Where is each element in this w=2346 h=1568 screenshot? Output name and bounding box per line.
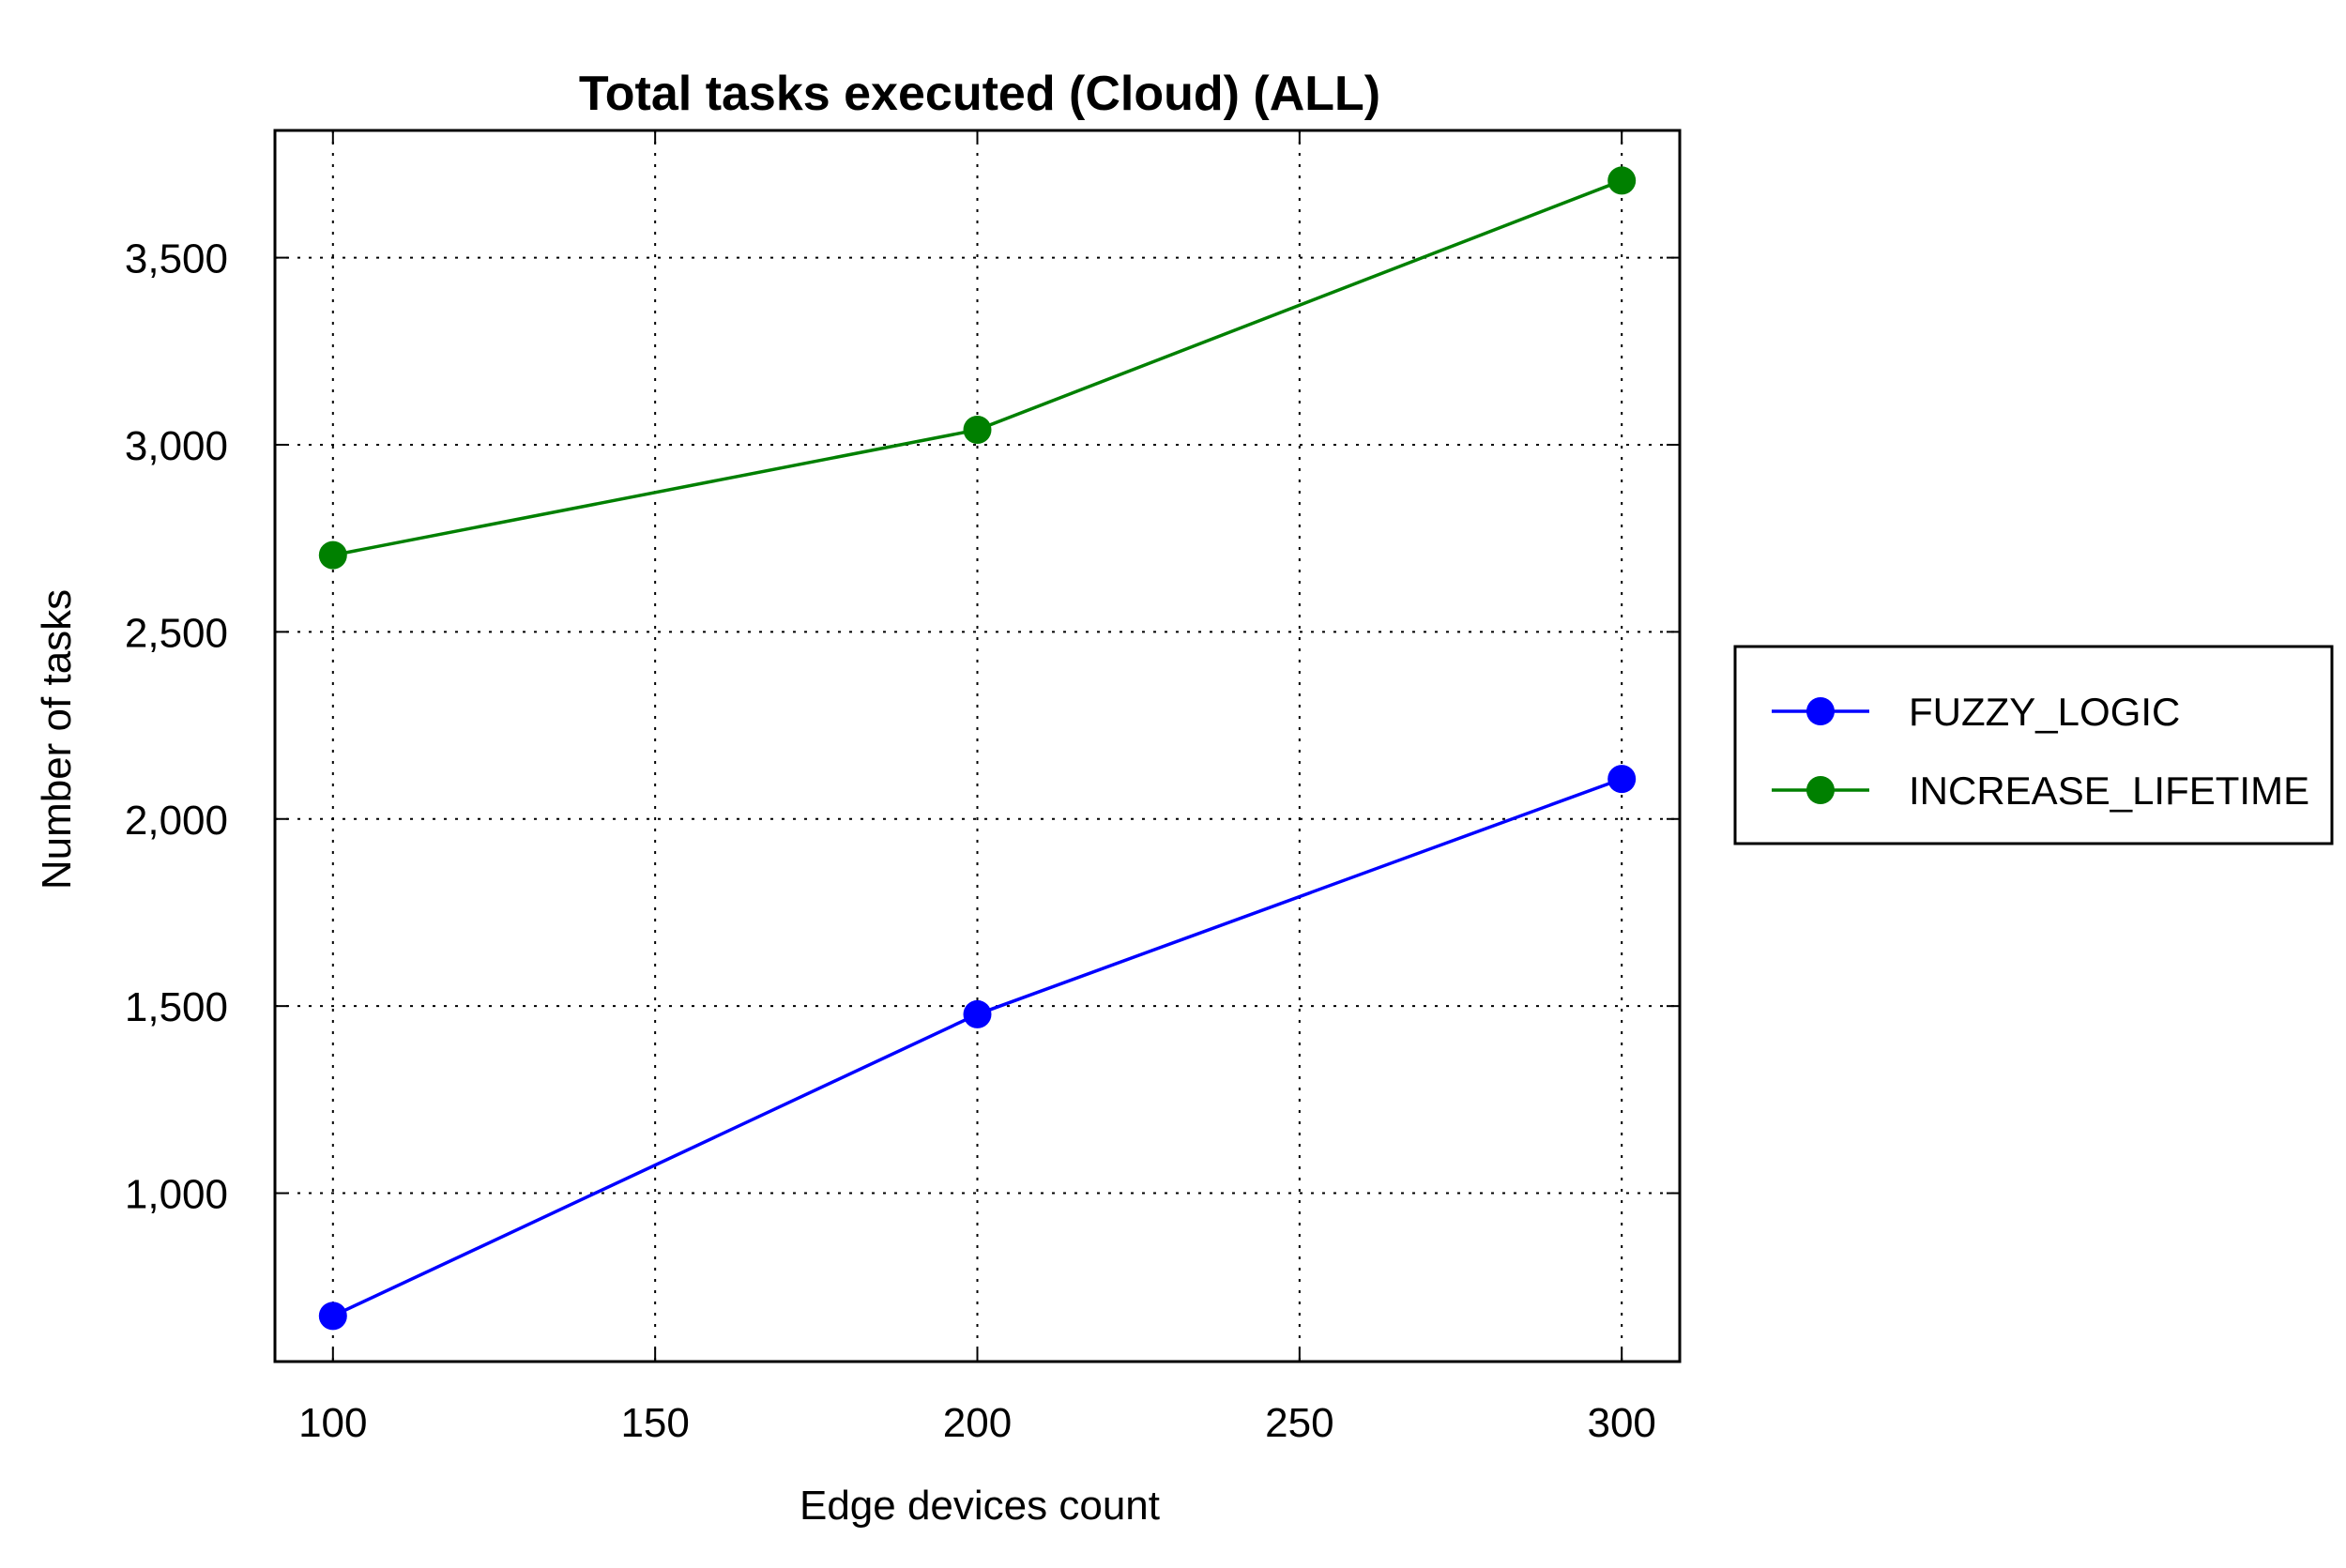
data-point-fuzzy-logic [963,999,992,1028]
data-point-increase-lifetime [318,540,347,570]
y-tick-label: 3,500 [125,236,228,282]
legend-label: INCREASE_LIFETIME [1909,769,2309,813]
legend-entries: FUZZY_LOGIC INCREASE_LIFETIME [1772,690,2309,813]
plot-frame [273,129,1682,1363]
y-tick-label: 2,000 [125,798,228,844]
y-tick-label: 1,500 [125,984,228,1030]
y-tick-labels: 1,000 1,500 2,000 2,500 3,000 3,500 [125,236,228,1218]
x-tick-label: 100 [298,1400,367,1446]
data-point-fuzzy-logic [318,1302,347,1331]
y-tick-label: 1,000 [125,1172,228,1218]
x-tick-labels: 100 150 200 250 300 [298,1400,1656,1446]
data-point-increase-lifetime [963,416,992,445]
grid-lines [275,130,1680,1362]
data-point-fuzzy-logic [1607,765,1637,794]
y-axis-label: Number of tasks [34,589,80,890]
x-tick-label: 300 [1587,1400,1655,1446]
x-tick-label: 150 [620,1400,689,1446]
legend-marker [1806,776,1835,804]
tick-marks [275,130,1680,1362]
data-points [318,166,1637,1331]
x-tick-label: 200 [943,1400,1012,1446]
chart-title: Total tasks executed (Cloud) (ALL) [579,67,1380,121]
legend-marker [1806,697,1835,725]
x-axis-label: Edge devices count [800,1483,1160,1529]
y-tick-label: 2,500 [125,610,228,656]
y-tick-label: 3,000 [125,423,228,469]
legend-label: FUZZY_LOGIC [1909,690,2180,734]
data-point-increase-lifetime [1607,166,1637,195]
legend-box [1733,645,2334,845]
legend: FUZZY_LOGIC INCREASE_LIFETIME [1733,645,2334,845]
x-tick-label: 250 [1265,1400,1333,1446]
